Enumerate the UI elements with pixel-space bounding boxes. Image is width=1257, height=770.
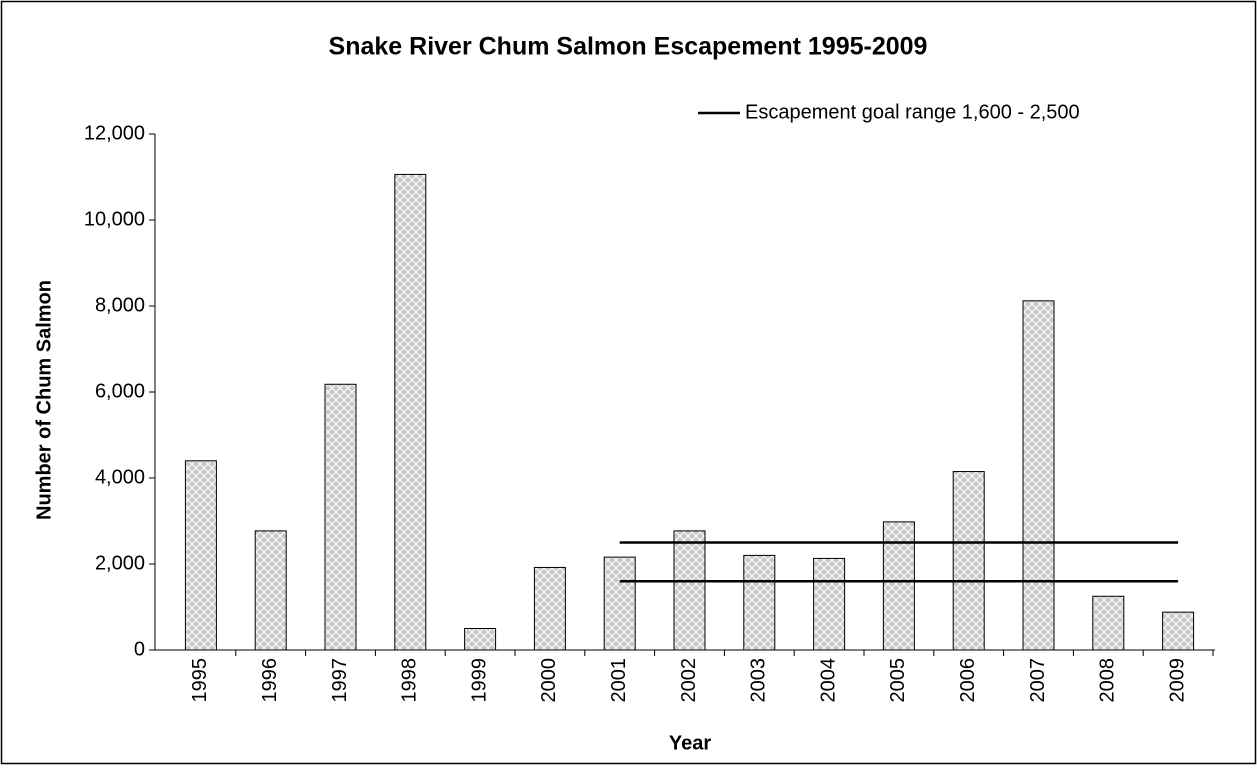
x-tick-label: 2002 — [678, 658, 700, 703]
x-tick-label: 2001 — [608, 658, 630, 703]
y-tick-label: 0 — [134, 638, 145, 660]
bar — [743, 554, 776, 651]
x-tick-label: 1997 — [329, 658, 351, 703]
bar — [1022, 300, 1055, 651]
y-tick-label: 2,000 — [95, 552, 145, 574]
chart-title: Snake River Chum Salmon Escapement 1995-… — [329, 33, 928, 61]
x-tick-label: 2005 — [887, 658, 909, 703]
bar — [603, 556, 636, 651]
x-tick-label: 2000 — [538, 658, 560, 703]
bar — [254, 530, 287, 651]
y-tick-label: 4,000 — [95, 466, 145, 488]
x-tick-label: 2007 — [1027, 658, 1049, 703]
bar — [324, 383, 357, 651]
bar — [184, 460, 217, 651]
x-tick-label: 1998 — [399, 658, 421, 703]
bar — [882, 521, 915, 651]
x-axis-label: Year — [669, 732, 711, 754]
bar — [952, 471, 985, 651]
x-tick-label: 2004 — [817, 658, 839, 703]
y-tick-label: 8,000 — [95, 294, 145, 316]
bar — [1162, 611, 1195, 651]
y-axis-label: Number of Chum Salmon — [33, 280, 55, 520]
bar — [464, 628, 497, 651]
x-tick-label: 1996 — [259, 658, 281, 703]
x-tick-label: 1995 — [189, 658, 211, 703]
bar — [394, 173, 427, 651]
bar — [673, 530, 706, 651]
legend-label: Escapement goal range 1,600 - 2,500 — [745, 101, 1080, 123]
y-tick-label: 12,000 — [84, 122, 145, 144]
bar — [813, 557, 846, 651]
x-tick-label: 2008 — [1097, 658, 1119, 703]
x-tick-label: 2009 — [1166, 658, 1188, 703]
bar — [1092, 595, 1125, 651]
y-tick-label: 6,000 — [95, 380, 145, 402]
y-tick-label: 10,000 — [84, 208, 145, 230]
x-tick-label: 1999 — [468, 658, 490, 703]
x-tick-label: 2006 — [957, 658, 979, 703]
bar — [533, 566, 566, 651]
x-tick-label: 2003 — [748, 658, 770, 703]
